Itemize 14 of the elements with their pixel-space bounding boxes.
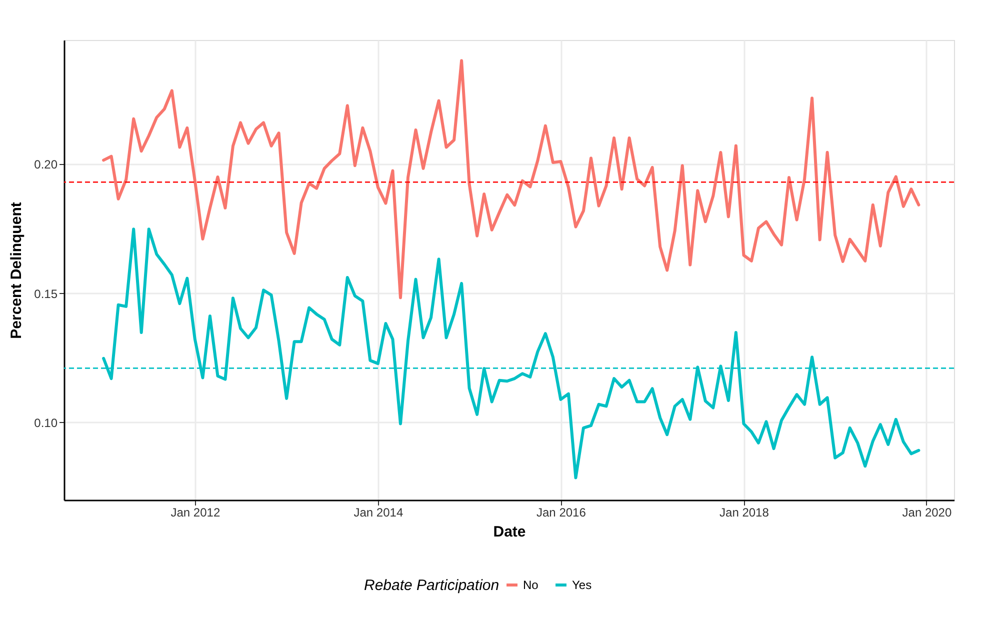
y-tick-label: 0.10 (34, 416, 58, 430)
x-tick-label: Jan 2018 (720, 506, 770, 520)
x-tick-label: Jan 2014 (354, 506, 404, 520)
x-axis-title: Date (493, 524, 526, 540)
legend-label: Yes (572, 578, 592, 592)
y-tick-label: 0.20 (34, 158, 58, 172)
line-series (102, 59, 920, 300)
x-tick-label: Jan 2020 (902, 506, 952, 520)
x-tick-label: Jan 2012 (170, 506, 220, 520)
y-tick-label: 0.15 (34, 286, 58, 301)
legend-label: No (523, 578, 539, 592)
legend-title: Rebate Participation (364, 577, 500, 594)
x-tick-label: Jan 2016 (536, 506, 586, 520)
y-axis-title: Percent Delinquent (8, 202, 26, 339)
